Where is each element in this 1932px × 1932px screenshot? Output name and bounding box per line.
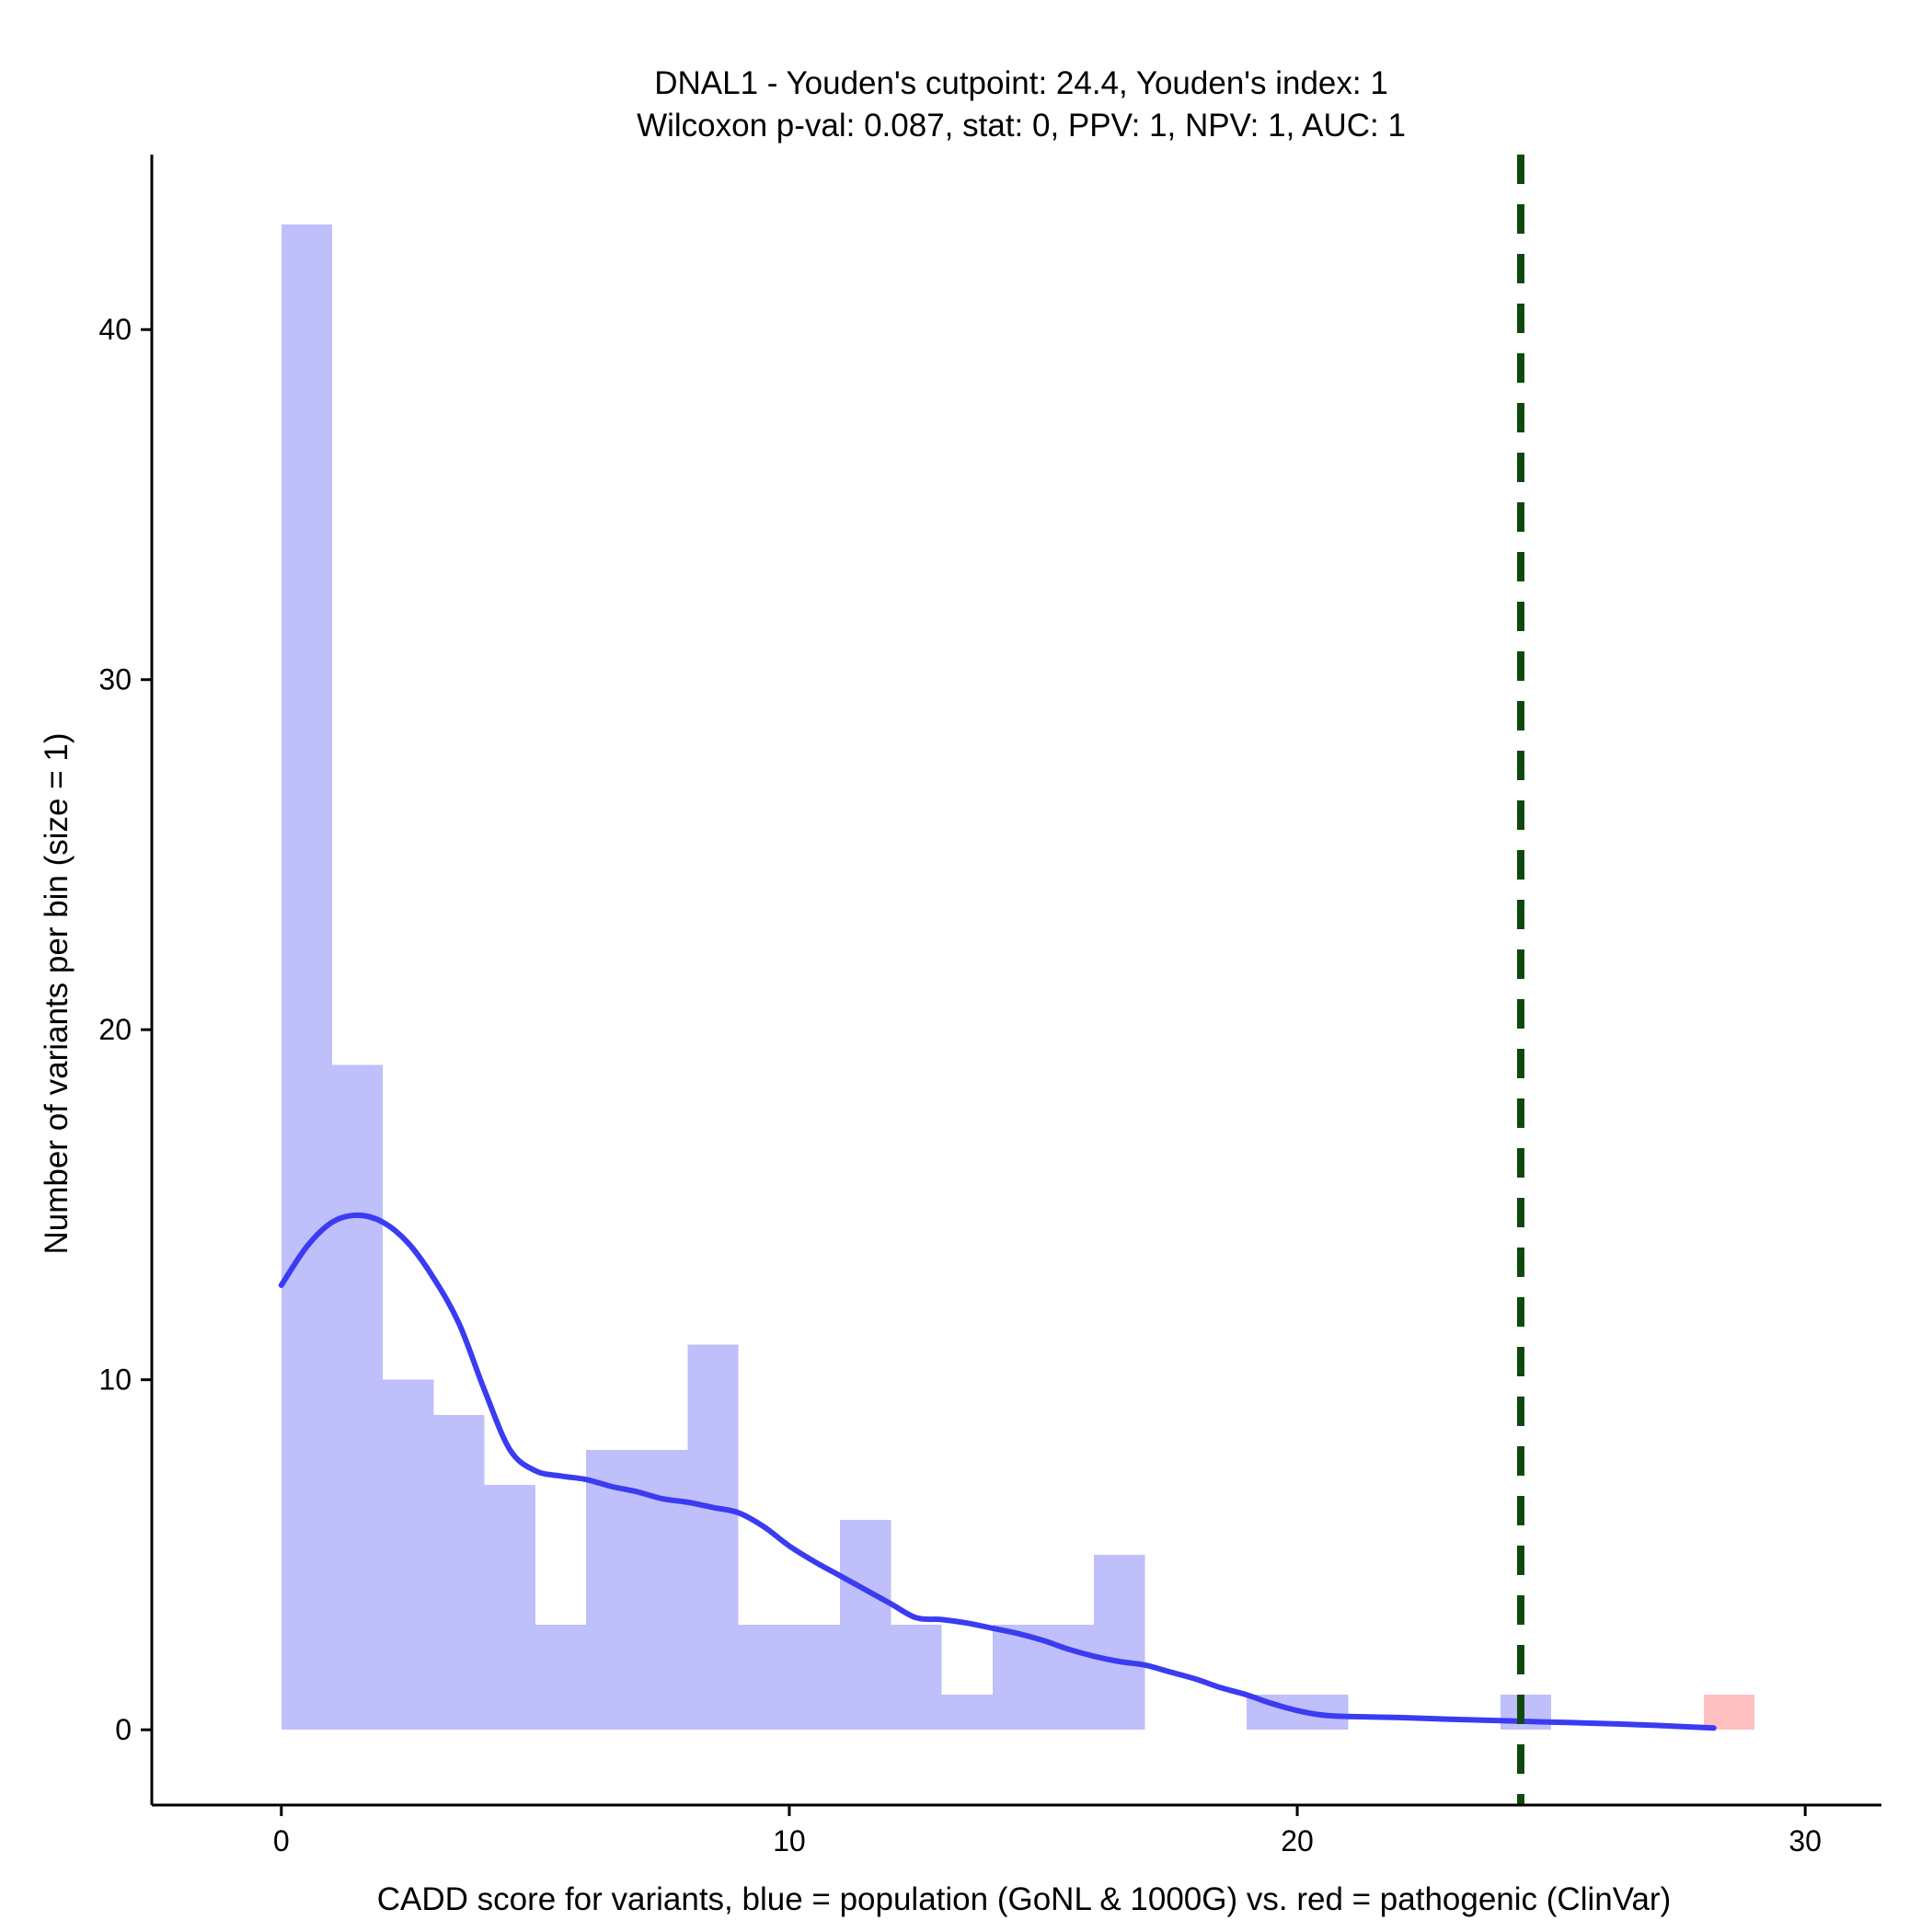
population-bar	[687, 1344, 739, 1731]
population-bar	[586, 1449, 638, 1731]
y-tick-label: 0	[115, 1713, 132, 1746]
density-curve	[278, 1212, 1717, 1731]
population-bar	[1094, 1554, 1145, 1731]
pathogenic-bar	[1703, 1695, 1754, 1731]
x-axis-title: CADD score for variants, blue = populati…	[377, 1881, 1672, 1917]
histogram-bars	[281, 224, 1754, 1731]
chart-title-line-2: Wilcoxon p-val: 0.087, stat: 0, PPV: 1, …	[637, 108, 1406, 144]
population-bar	[941, 1695, 993, 1731]
population-bar	[332, 1064, 384, 1731]
population-bar	[433, 1414, 485, 1731]
x-tick-label: 30	[1788, 1824, 1822, 1857]
x-axis-ticks: 0 10 20 30	[273, 1805, 1822, 1857]
chart-title-line-1: DNAL1 - Youden's cutpoint: 24.4, Youden'…	[654, 65, 1388, 101]
y-tick-label: 20	[98, 1013, 132, 1046]
y-axis-title: Number of variants per bin (size = 1)	[39, 732, 75, 1254]
y-tick-label: 40	[98, 313, 132, 346]
y-tick-label: 10	[98, 1363, 132, 1397]
x-tick-label: 0	[273, 1824, 290, 1857]
y-axis-ticks: 0 10 20 30 40	[98, 313, 152, 1746]
population-bar	[840, 1519, 891, 1731]
population-bar	[281, 224, 333, 1731]
chart-title: DNAL1 - Youden's cutpoint: 24.4, Youden'…	[637, 65, 1406, 144]
population-bar	[738, 1625, 789, 1731]
x-tick-label: 20	[1281, 1824, 1314, 1857]
x-tick-label: 10	[773, 1824, 806, 1857]
population-bar	[891, 1625, 942, 1731]
population-bar	[484, 1484, 535, 1731]
y-tick-label: 30	[98, 663, 132, 696]
population-bar	[535, 1625, 587, 1731]
population-bar	[383, 1379, 434, 1731]
population-bar	[992, 1625, 1043, 1731]
population-bar	[788, 1625, 841, 1731]
population-bar	[1246, 1695, 1298, 1731]
